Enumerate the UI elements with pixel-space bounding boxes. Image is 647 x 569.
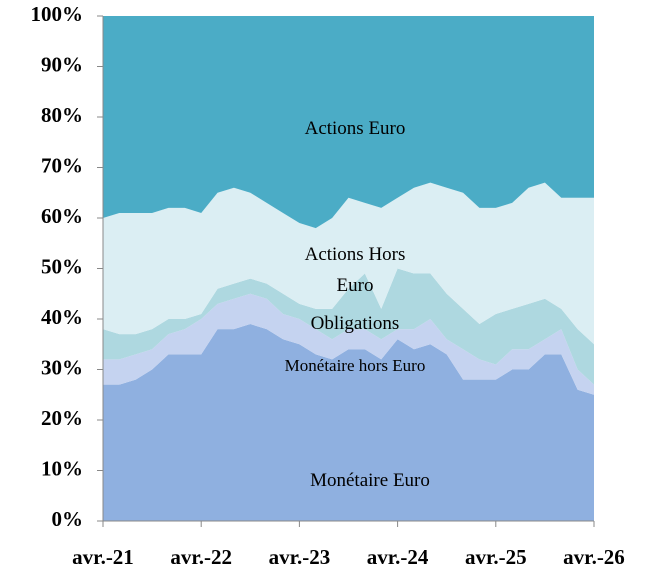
- series-label: Monétaire Euro: [310, 469, 430, 491]
- x-tick-label: avr.-25: [465, 545, 527, 569]
- area: [103, 268, 594, 385]
- series-label: Actions Hors Euro: [304, 244, 406, 296]
- y-tick-label: 90%: [41, 52, 83, 76]
- y-tick-label: 0%: [52, 507, 84, 531]
- y-tick-label: 10%: [41, 456, 83, 480]
- series-label: Obligations: [310, 312, 400, 334]
- y-tick-label: 50%: [41, 254, 83, 278]
- y-tick-label: 70%: [41, 153, 83, 177]
- x-tick-label: avr.-22: [170, 545, 232, 569]
- x-tick-label: avr.-26: [563, 545, 625, 569]
- area: [103, 182, 594, 345]
- x-tick-label: avr.-23: [269, 545, 331, 569]
- y-tick-label: 60%: [41, 204, 83, 228]
- series-label: Actions Euro: [304, 117, 406, 139]
- y-tick-label: 20%: [41, 406, 83, 430]
- area: [103, 16, 594, 229]
- x-tick-label: avr.-21: [72, 545, 134, 569]
- y-tick-label: 30%: [41, 355, 83, 379]
- area: [103, 293, 594, 395]
- y-tick-label: 80%: [41, 103, 83, 127]
- area: [103, 324, 594, 521]
- y-tick-label: 100%: [31, 2, 84, 26]
- y-tick-label: 40%: [41, 305, 83, 329]
- x-tick-label: avr.-24: [367, 545, 429, 569]
- series-label: Monétaire hors Euro: [284, 355, 426, 375]
